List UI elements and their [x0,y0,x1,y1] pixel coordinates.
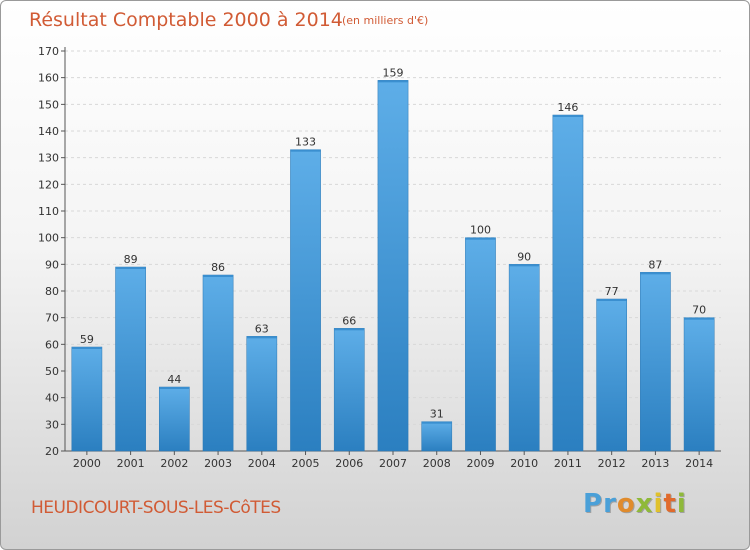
bars [71,80,715,452]
x-tick-label: 2009 [466,457,494,470]
bar-cap [596,299,627,301]
bar-cap [290,149,321,152]
bar-2004 [246,336,278,452]
bar-2001 [115,266,146,452]
bar-value-label: 44 [167,373,181,386]
logo-letter: o [616,489,636,519]
y-tick-label: 160 [38,72,59,85]
bar-value-label: 31 [430,408,444,421]
bar-2006 [333,328,365,452]
bar-2003 [202,274,234,452]
x-tick-label: 2013 [641,457,669,470]
x-tick-label: 2012 [598,457,626,470]
x-tick-label: 2001 [117,457,145,470]
bar-2009 [465,237,496,452]
logo-letter: P [583,489,604,519]
y-tick-label: 170 [38,45,59,58]
bar-cap [509,264,540,267]
y-tick-label: 110 [38,205,59,218]
x-tick-label: 2003 [204,457,232,470]
bar-value-label: 77 [605,285,619,298]
y-tick-label: 20 [45,445,59,458]
place-name: HEUDICOURT-SOUS-LES-CôTES [31,498,281,518]
bar-2014 [683,317,715,452]
y-tick-label: 30 [45,418,59,431]
bar-value-label: 86 [211,261,225,274]
bar-value-label: 70 [692,304,706,317]
y-tick-label: 100 [38,232,59,245]
bar-cap [684,317,715,320]
bar-2007 [377,80,409,452]
bar-cap [115,267,146,269]
bar-value-label: 90 [517,250,531,263]
bar-cap [334,328,365,331]
bar-2013 [640,272,671,452]
bar-value-label: 133 [295,136,316,149]
bar-value-label: 159 [383,66,404,79]
y-tick-label: 40 [45,392,59,405]
x-tick-label: 2005 [292,457,320,470]
x-tick-label: 2004 [248,457,276,470]
y-tick-label: 90 [45,258,59,271]
bar-cap [465,237,496,240]
bar-value-label: 100 [470,224,491,237]
x-tick-label: 2002 [160,457,188,470]
bar-cap [246,336,277,339]
logo-letter: i [653,489,664,519]
bar-value-label: 146 [557,101,578,114]
y-tick-label: 140 [38,125,59,138]
bar-cap [159,387,190,389]
x-tick-label: 2011 [554,457,582,470]
bar-2012 [596,298,628,452]
chart-subtitle: (en milliers d'€) [342,14,429,27]
bar-cap [421,421,452,424]
bar-cap [640,272,671,275]
bar-value-label: 59 [80,333,94,346]
logo-letter: t [663,489,677,519]
proxiti-logo: Proxiti [583,489,687,519]
x-tick-label: 2007 [379,457,407,470]
bar-cap [71,347,102,349]
y-tick-label: 50 [45,365,59,378]
bar-2011 [552,114,584,452]
bar-2000 [71,346,103,452]
bar-value-label: 63 [255,322,269,335]
bar-value-label: 66 [342,314,356,327]
y-tick-label: 130 [38,152,59,165]
x-tick-label: 2014 [685,457,713,470]
bar-cap [202,275,234,277]
bar-cap [552,115,584,117]
y-tick-label: 150 [38,98,59,111]
y-tick-label: 80 [45,285,59,298]
logo-letter: r [603,489,617,519]
y-tick-label: 120 [38,178,59,191]
bar-value-label: 89 [124,253,138,266]
x-tick-label: 2010 [510,457,538,470]
bar-value-label: 87 [648,258,662,271]
bar-2002 [158,386,190,452]
x-tick-label: 2000 [73,457,101,470]
bar-2008 [421,421,453,452]
x-tick-label: 2006 [335,457,363,470]
chart-title: Résultat Comptable 2000 à 2014 [29,9,343,31]
y-tick-label: 60 [45,338,59,351]
bar-cap [377,80,409,83]
labels: 59 2000 89 2001 44 2002 86 2003 63 2004 133 2005 66 2… [73,66,713,470]
logo-letter: i [676,489,687,519]
bar-2005 [290,149,321,452]
bar-2010 [508,264,540,452]
logo-letter: x [635,489,654,519]
x-tick-label: 2008 [423,457,451,470]
y-tick-label: 70 [45,312,59,325]
